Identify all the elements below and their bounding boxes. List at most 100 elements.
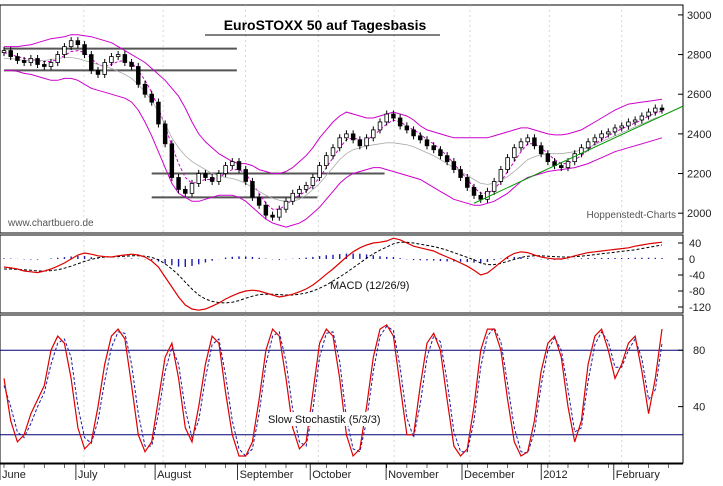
candle-body: [451, 161, 457, 170]
candle-body: [189, 183, 195, 194]
macd-panel: 40 0 -40 -80 -120 MACD (12/26/9): [0, 234, 711, 314]
candle-body: [223, 165, 228, 174]
candle-body: [485, 190, 490, 200]
candle-body: [82, 44, 87, 55]
candle-body: [639, 115, 645, 121]
candle-body: [498, 169, 504, 182]
candle-body: [364, 137, 369, 147]
candle-body: [62, 46, 67, 55]
candle-body: [270, 214, 275, 218]
candle-body: [162, 123, 168, 145]
macd-lines: [3, 237, 663, 311]
candle-body: [350, 133, 356, 141]
candle-body: [102, 62, 107, 75]
candle-body: [538, 145, 544, 155]
candle-body: [525, 137, 530, 143]
candle-body: [183, 188, 188, 194]
stochastic-d-line: [3, 325, 663, 457]
candle-body: [216, 173, 222, 182]
candle-body: [277, 208, 282, 218]
support-resistance-lines: [4, 47, 385, 199]
candle-body: [377, 121, 383, 131]
candle-body: [8, 50, 13, 57]
candle-body: [411, 129, 416, 137]
candle-body: [512, 147, 517, 159]
candle-body: [424, 139, 430, 147]
candle-body: [35, 58, 40, 65]
candle-body: [169, 143, 175, 178]
price-y-axis: 2000 2200 2400 2600 2800 3000: [678, 10, 711, 220]
candle-body: [438, 149, 443, 157]
moving-averages: [3, 50, 663, 210]
candle-body: [209, 177, 215, 182]
candle-body: [115, 54, 121, 57]
candle-body: [15, 56, 20, 61]
candle-body: [491, 181, 497, 192]
candle-body: [653, 107, 658, 113]
x-axis-month-label: July: [78, 469, 98, 481]
stochastic-tick-label: 80: [693, 345, 705, 357]
price-tick-label: 2200: [687, 169, 711, 181]
candle-body: [532, 137, 537, 147]
candle-body: [330, 147, 336, 157]
macd-y-axis: 40 0 -40 -80 -120: [678, 238, 711, 314]
macd-tick-label: -40: [689, 270, 705, 282]
candle-body: [384, 113, 389, 123]
candle-body: [149, 93, 154, 103]
candle-body: [303, 185, 309, 190]
macd-histogram: [3, 253, 663, 267]
candle-body: [196, 173, 201, 184]
candle-body: [263, 204, 269, 216]
candle-body: [1, 50, 7, 53]
price-gridlines: [83, 5, 623, 233]
candle-body: [297, 188, 302, 194]
candle-body: [626, 121, 631, 127]
candle-body: [42, 64, 47, 67]
candle-body: [75, 40, 81, 46]
macd-tick-label: 0: [689, 254, 695, 266]
candle-body: [324, 155, 329, 166]
candle-body: [505, 157, 510, 170]
price-tick-label: 2400: [687, 129, 711, 141]
candle-body: [391, 113, 396, 119]
macd-tick-label: -80: [689, 286, 705, 298]
candle-body: [565, 161, 571, 168]
candle-body: [243, 169, 248, 182]
candle-body: [283, 200, 289, 210]
candle-body: [142, 83, 148, 95]
candle-body: [458, 169, 463, 178]
candle-body: [290, 192, 295, 202]
candle-body: [156, 101, 161, 125]
candle-body: [606, 131, 611, 135]
candle-body: [632, 119, 638, 123]
price-tick-label: 3000: [687, 10, 711, 22]
candle-body: [659, 107, 665, 111]
candle-body: [357, 139, 363, 147]
candle-body: [203, 173, 208, 178]
candle-body: [572, 153, 577, 163]
candle-body: [176, 177, 181, 190]
candle-body: [136, 66, 141, 85]
candle-body: [404, 125, 410, 131]
stochastic-y-axis: 80 40: [678, 345, 705, 414]
x-axis-month-label: February: [616, 469, 661, 481]
candle-body: [250, 181, 255, 198]
ma-fast: [3, 50, 663, 210]
candlesticks: [1, 37, 665, 221]
ma-slow: [4, 57, 663, 202]
stochastic-k-line: [3, 324, 663, 458]
candle-body: [21, 60, 27, 63]
candle-body: [230, 161, 235, 166]
x-axis-month-label: October: [312, 469, 351, 481]
macd-line: [3, 237, 663, 311]
candle-body: [122, 54, 128, 63]
candle-body: [397, 117, 403, 127]
stochastic-label: Slow Stochastik (5/3/3): [268, 414, 381, 426]
x-axis-month-label: 2012: [543, 469, 567, 481]
x-axis-month-label: December: [464, 469, 515, 481]
candle-body: [344, 133, 349, 139]
candle-body: [68, 40, 74, 48]
candle-body: [559, 165, 564, 168]
watermark-right: Hoppenstedt-Charts: [587, 210, 677, 221]
